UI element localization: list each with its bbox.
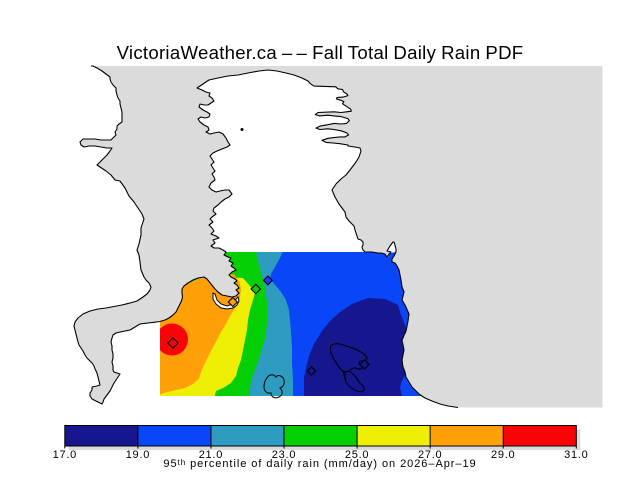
svg-text:27.0: 27.0 (418, 449, 442, 461)
svg-text:19.0: 19.0 (126, 449, 150, 461)
svg-text:31.0: 31.0 (564, 449, 588, 461)
svg-text:25.0: 25.0 (345, 449, 369, 461)
svg-text:VictoriaWeather.ca – – Fall To: VictoriaWeather.ca – – Fall Total Daily … (117, 42, 524, 63)
svg-text:23.0: 23.0 (272, 449, 296, 461)
svg-text:17.0: 17.0 (53, 449, 77, 461)
svg-text:21.0: 21.0 (199, 449, 223, 461)
svg-text:29.0: 29.0 (491, 449, 515, 461)
svg-text:95th percentile of daily rain: 95th percentile of daily rain (mm/day) o… (163, 458, 476, 470)
